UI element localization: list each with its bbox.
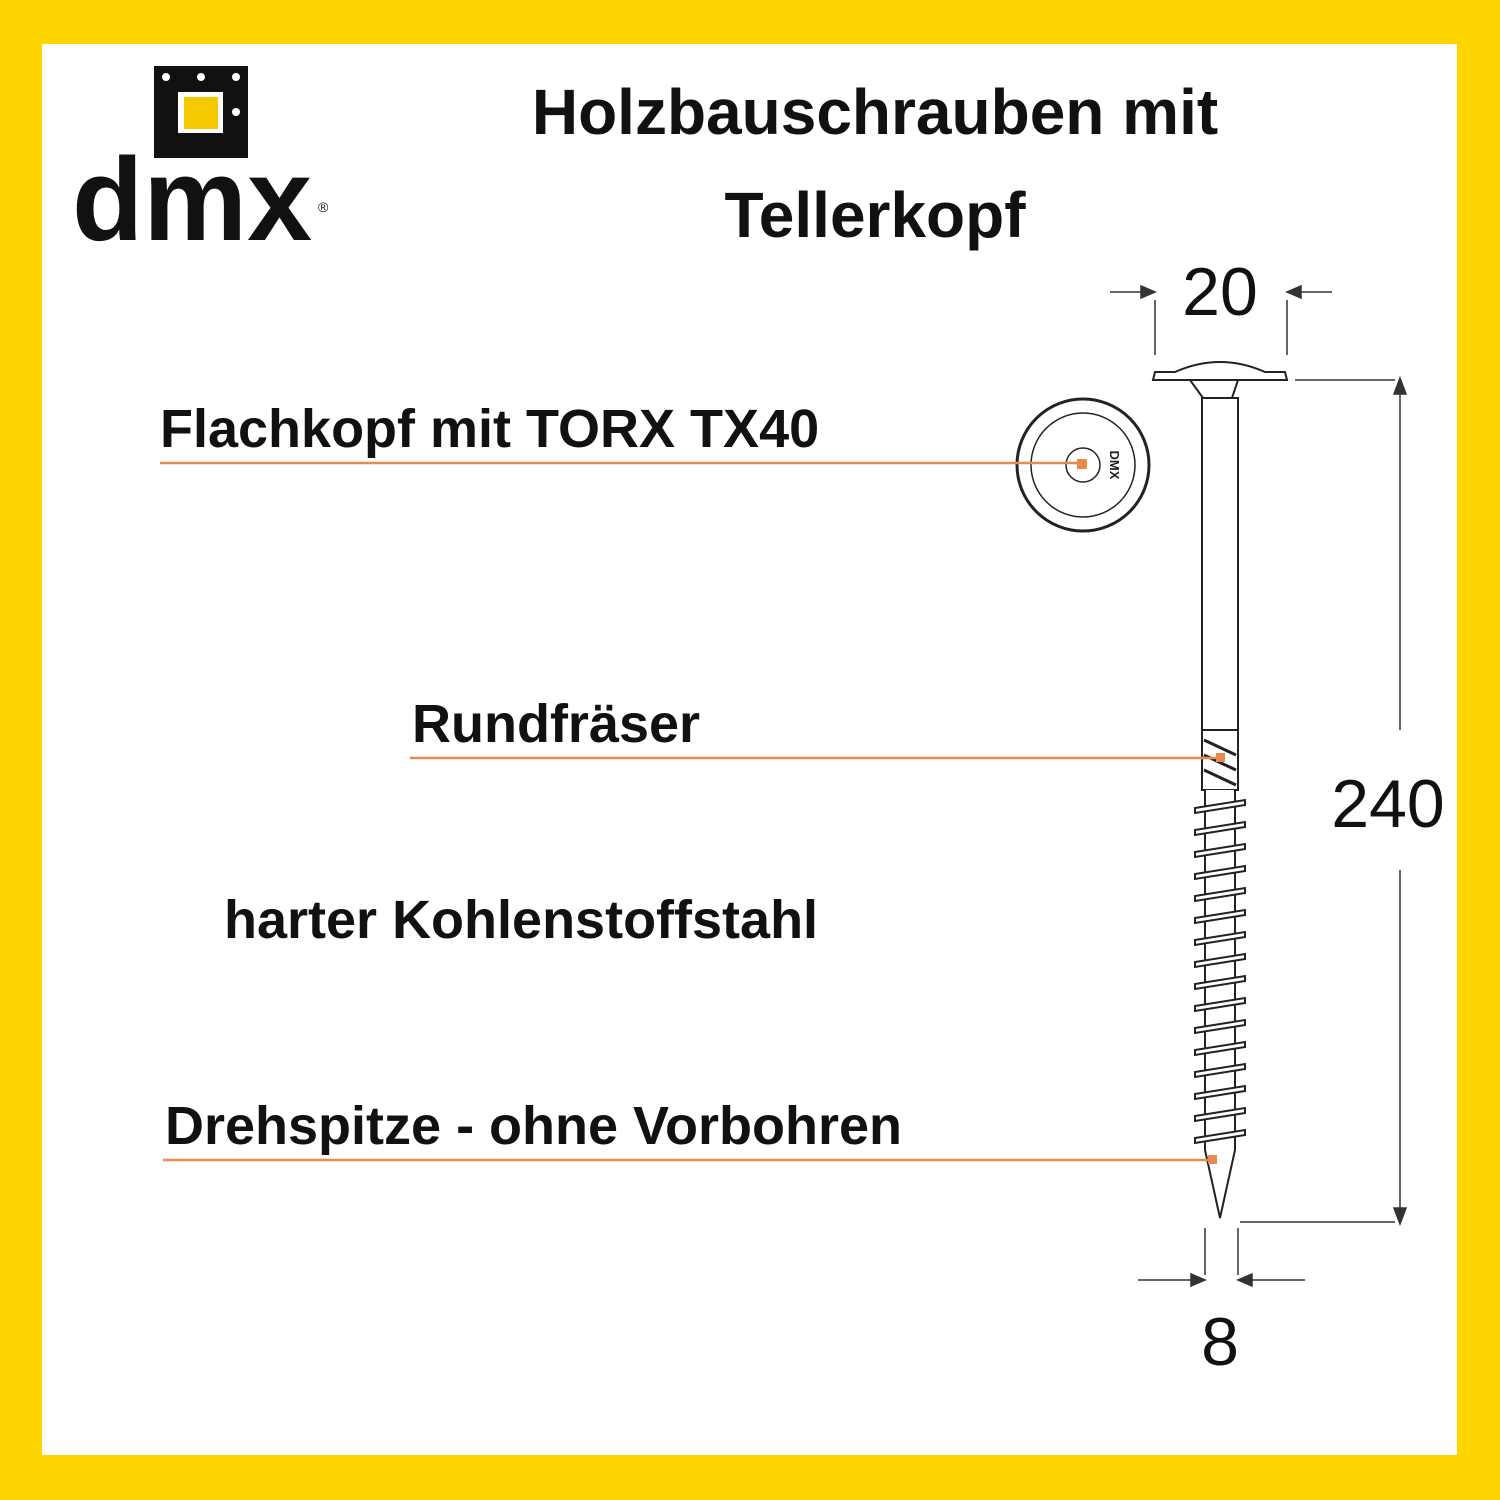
label-milling: Rundfräser [412,694,701,754]
registered-mark: ® [318,199,329,215]
thread-turn [1194,996,1246,1013]
screw-head-top-view: DMX [1015,397,1151,533]
thread-turn [1194,886,1246,903]
head-marking: DMX [1107,451,1122,480]
dim-length: 240 [1331,766,1445,842]
thread-turn [1194,842,1246,859]
dim-shaft-diameter: 8 [1201,1304,1239,1380]
dmx-logo: dmx ® [72,66,329,266]
thread-turn [1194,798,1246,815]
thread-turn [1194,930,1246,947]
torx-icon [1065,447,1101,483]
logo-text: dmx [72,134,312,266]
thread-turn [1194,1084,1246,1101]
screw-side-view [1151,361,1289,1219]
label-head: Flachkopf mit TORX TX40 [160,399,820,459]
title-line-2: Tellerkopf [724,179,1026,251]
thread-turn [1194,1040,1246,1057]
thread-turn [1194,1128,1246,1145]
thread-turn [1194,952,1246,969]
label-material: harter Kohlenstoffstahl [224,890,819,950]
thread-turn [1194,908,1246,925]
thread-turn [1194,974,1246,991]
dim-head-diameter: 20 [1182,254,1258,330]
title-line-1: Holzbauschrauben mit [531,76,1219,148]
thread-turn [1194,1018,1246,1035]
thread-turn [1194,1106,1246,1123]
thread-turn [1194,1062,1246,1079]
thread-turn [1194,864,1246,881]
leader-lines [160,461,1222,1162]
label-tip: Drehspitze - ohne Vorbohren [165,1096,903,1156]
thread-turn [1194,820,1246,837]
dimension-lines [1110,284,1408,1288]
